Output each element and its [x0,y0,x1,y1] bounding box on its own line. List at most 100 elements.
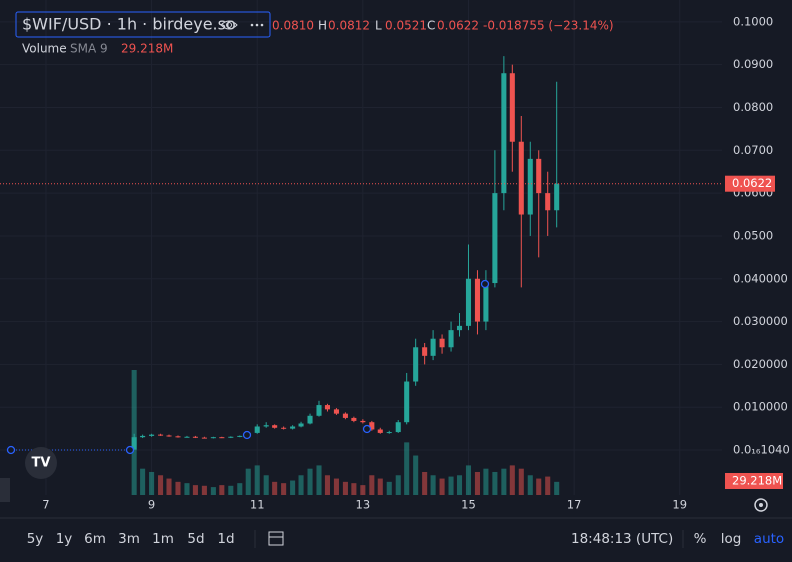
volume-bar [518,468,524,495]
candle-body [263,425,269,427]
candle-body [518,141,524,215]
eye-icon[interactable] [220,20,238,30]
marker [6,445,16,455]
volume-bar [201,485,207,495]
volume-bar [465,465,472,495]
volume-pane [131,370,560,495]
volume-bar [219,485,225,495]
eye-pupil [226,22,232,28]
candle-body [360,420,366,423]
volume-bar [184,483,190,495]
candle-body [316,405,322,416]
candle-body [351,417,357,421]
volume-bar [158,475,164,495]
candle-body [149,434,155,436]
scale-option[interactable]: log [721,531,742,547]
candle-body [439,338,445,348]
volume-bar [254,465,260,495]
price-axis: 0.0₁₆1040 0.010000 0.020000 0.030000 0.04000… [733,14,790,456]
volume-bar [298,475,304,495]
dot [260,23,264,27]
dot [255,23,259,27]
volume-bar [536,478,542,495]
candle-body [377,429,383,433]
volume-bar [527,475,533,495]
tv-logo: TV [25,447,57,479]
clock: 18:48:13 (UTC) [571,531,673,547]
volume-bar [131,370,137,495]
gear-center [759,503,763,507]
y-tick-label: 0.0500 [733,228,773,242]
calendar-icon[interactable] [268,531,284,546]
volume-bar [422,471,428,495]
candle-body [474,278,480,322]
candle-body [237,435,243,437]
marker [125,445,135,455]
y-tick-label: 0.0₁₆1040 [733,443,790,457]
candle-body [483,283,489,322]
last-price-label: 0.0622 [732,176,772,190]
volume-bar [140,468,146,495]
legend-l: L [375,19,382,33]
range-button[interactable]: 1y [56,531,73,547]
volume-bar [448,476,454,495]
volume-bar [483,468,489,495]
range-button[interactable]: 6m [84,531,106,547]
volume-bar [456,475,463,495]
marker [362,424,372,434]
settings-icon[interactable] [754,498,768,512]
candle-body [307,415,313,424]
x-tick-label: 19 [672,498,687,512]
volume-bar [324,475,330,495]
volume-axis-label-bg [725,473,783,489]
scale-option[interactable]: auto [754,531,784,547]
volume-bar [369,475,375,495]
volume-bar [272,481,278,495]
candle-body [404,381,410,423]
volume-title: Volume [22,42,67,56]
candle-body [228,436,234,438]
x-tick-label: 11 [250,498,265,512]
candle-body [422,347,428,356]
volume-axis-label: 29.218M [732,474,782,488]
volume-bar [263,475,269,495]
candle-body [430,338,436,356]
scale-option[interactable]: % [694,531,707,547]
volume-sma: 29.218M [121,42,173,56]
x-tick-label: 9 [148,498,155,512]
volume-bar [395,475,401,495]
range-button[interactable]: 3m [118,531,140,547]
dots-icon[interactable] [250,23,264,27]
candle-body [509,73,515,142]
range-button[interactable]: 1d [217,531,234,547]
volume-indicator: SMA 9 [70,42,108,56]
candle-body [527,158,533,215]
logo-bg [25,447,57,479]
volume-bar [192,485,198,495]
symbol-box[interactable] [15,11,271,38]
candle-body [456,325,463,331]
candle-body [545,193,551,211]
gear [754,498,768,512]
toolbar: 5y 1y 6m 3m 1m 5d 1d% log auto [27,531,784,547]
volume-bar [404,442,410,495]
range-button[interactable]: 5d [187,531,204,547]
candle-body [413,347,419,382]
legend-h: H [318,19,327,33]
scroll-btn[interactable] [0,478,10,502]
calendar [268,531,284,546]
symbol-title: $WIF/USD · 1h · birdeye.so [22,15,236,34]
legend-low: 0.0521 [385,19,427,33]
range-button[interactable]: 1m [152,531,174,547]
x-tick-label: 7 [42,498,49,512]
candle-body [290,426,296,429]
volume-bar [545,476,551,495]
volume-bar [307,468,313,495]
candle-body [448,330,454,348]
candles [131,56,560,450]
candle-body [492,193,498,284]
legend-change: -0.018755 (−23.14%) [483,19,614,33]
candle-body [131,437,137,450]
candle-body [219,437,225,439]
range-button[interactable]: 5y [27,531,44,547]
